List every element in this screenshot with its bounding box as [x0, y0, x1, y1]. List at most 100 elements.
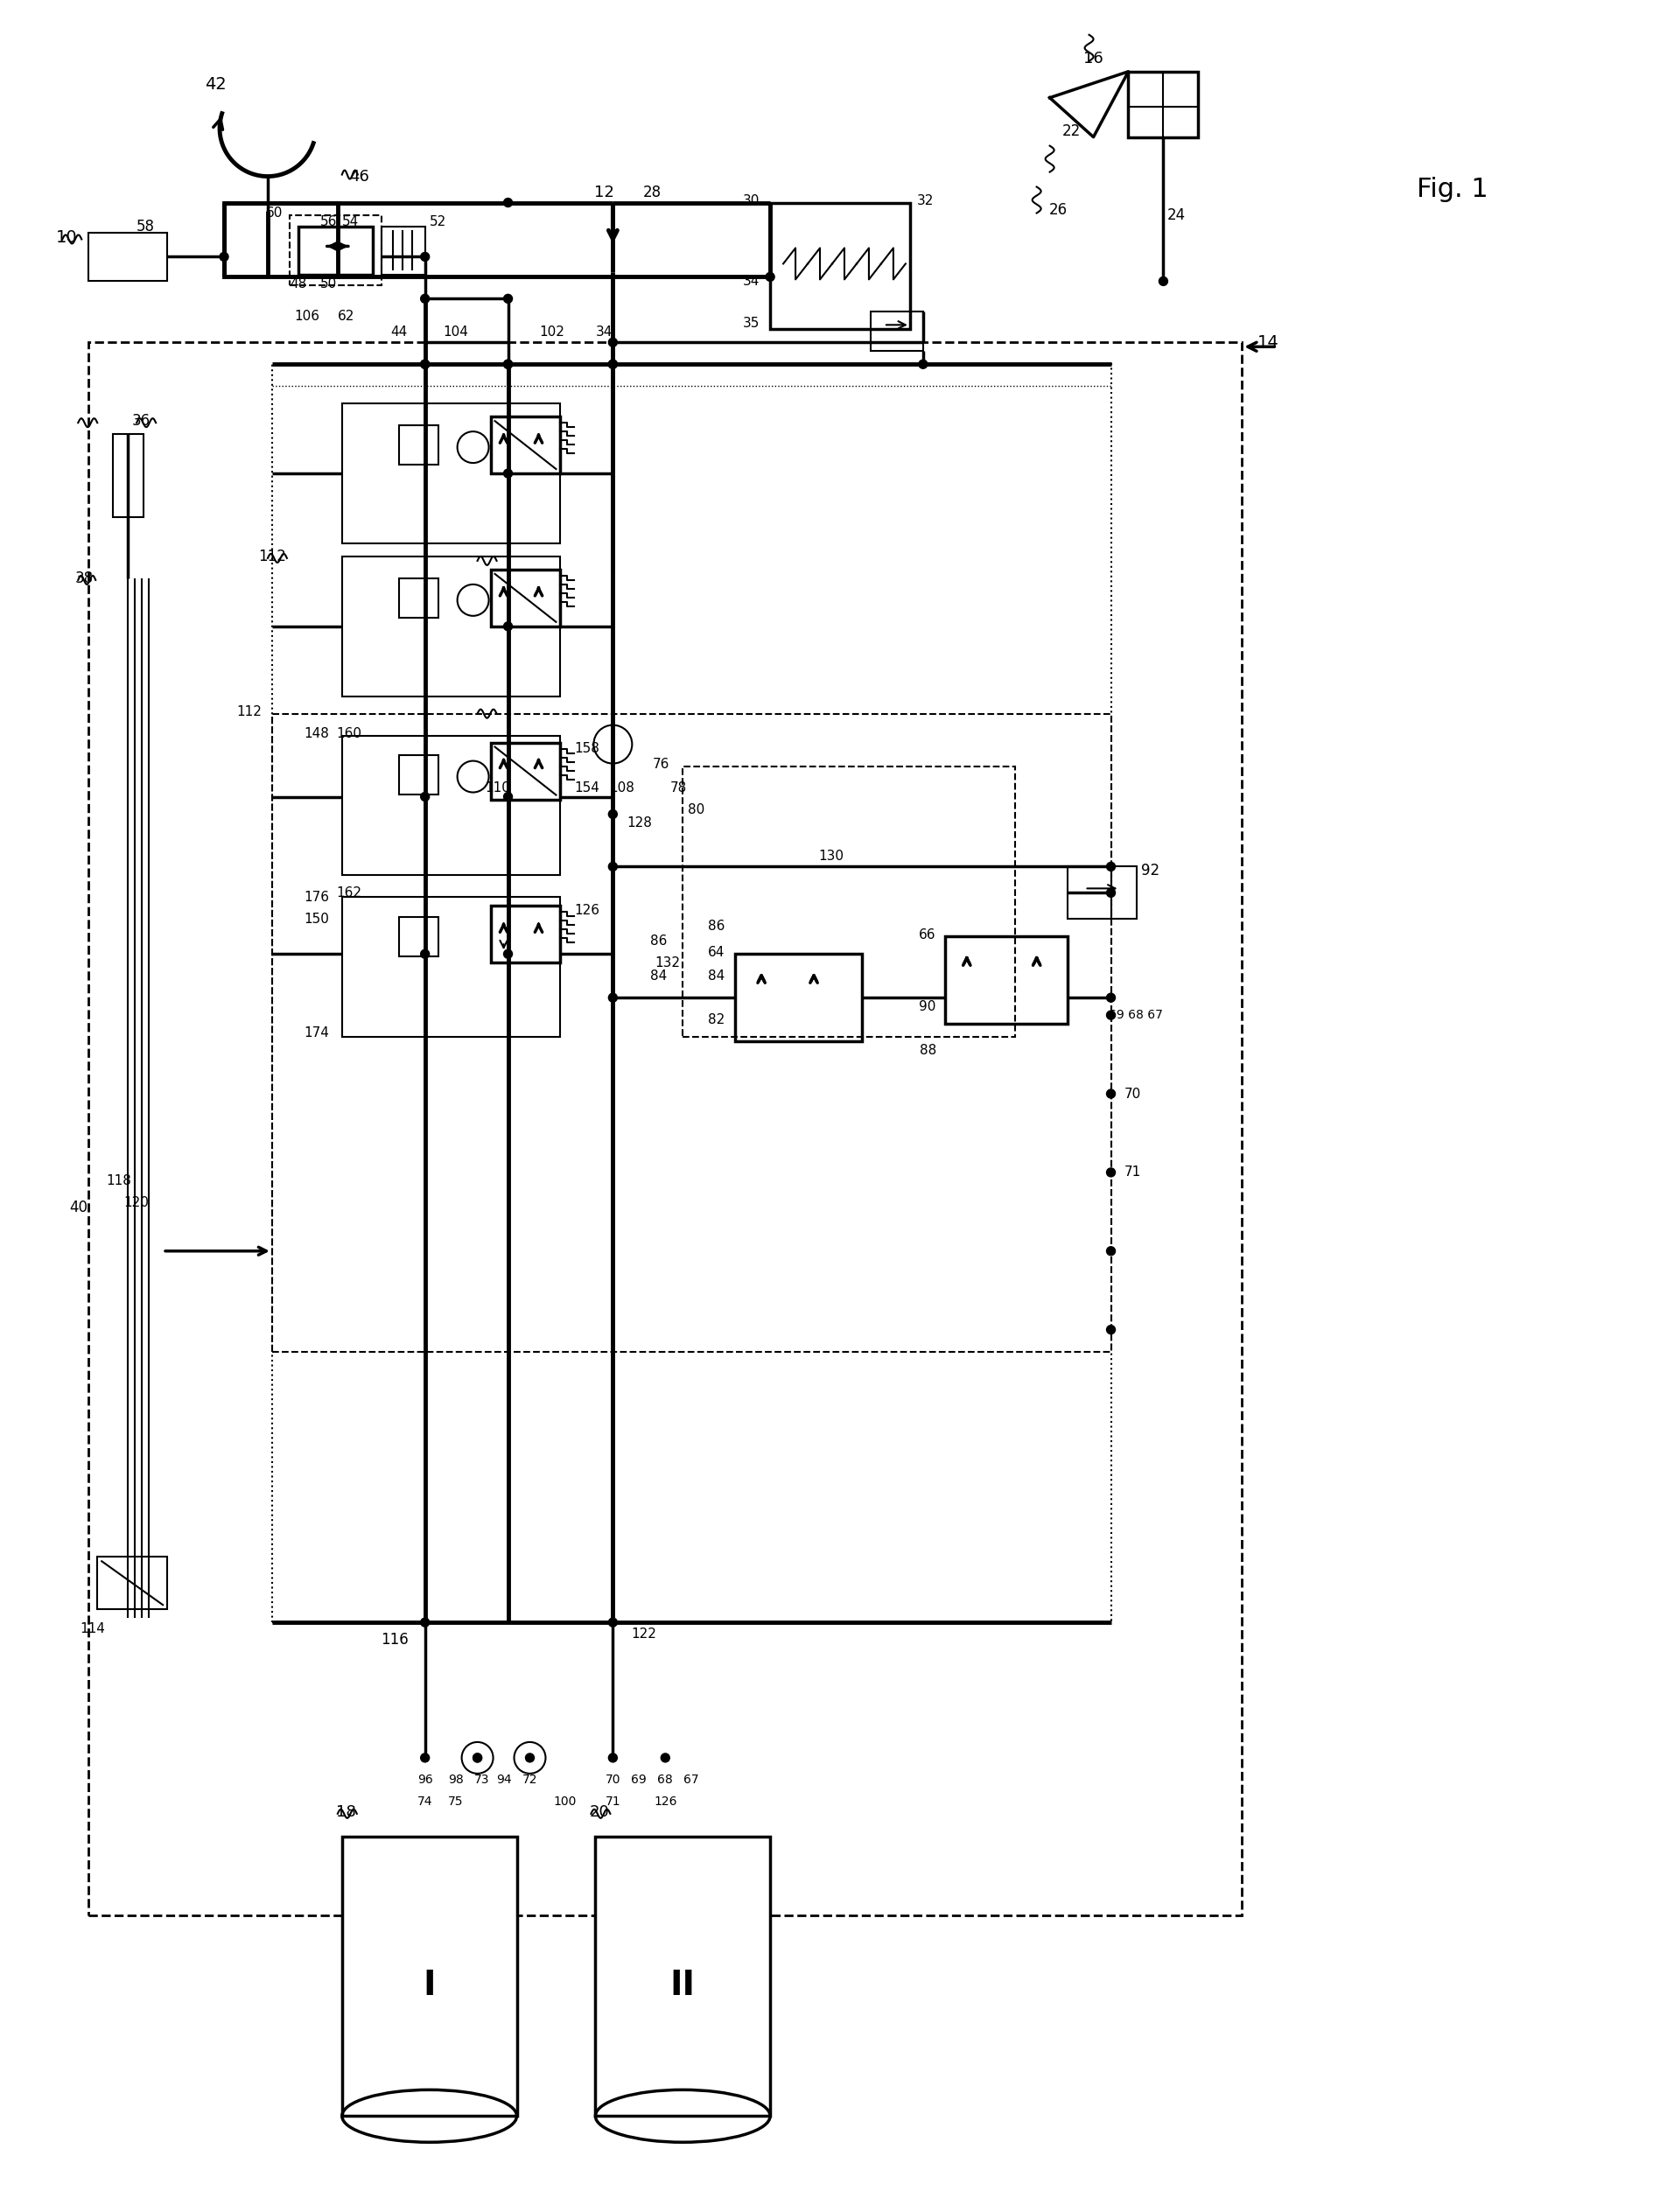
Text: 96: 96	[417, 1774, 433, 1785]
Text: 176: 176	[304, 891, 329, 905]
Circle shape	[473, 1754, 481, 1763]
Text: 118: 118	[106, 1175, 131, 1188]
Text: 88: 88	[920, 1044, 936, 1057]
Circle shape	[420, 1617, 430, 1626]
Bar	[342, 557, 561, 697]
Circle shape	[609, 1754, 618, 1763]
Text: 126: 126	[654, 1796, 677, 1807]
Text: 150: 150	[304, 914, 329, 925]
Text: 68: 68	[657, 1774, 672, 1785]
Text: 148: 148	[304, 728, 329, 741]
Circle shape	[1107, 863, 1116, 872]
Text: 126: 126	[574, 905, 599, 916]
Bar	[945, 936, 1067, 1024]
Circle shape	[609, 863, 618, 872]
Bar	[342, 898, 561, 1037]
Text: 158: 158	[574, 741, 599, 754]
Text: 120: 120	[124, 1197, 149, 1210]
Text: 62: 62	[339, 310, 355, 323]
Text: 104: 104	[443, 325, 468, 338]
Text: 67: 67	[684, 1774, 699, 1785]
Text: 66: 66	[920, 929, 936, 942]
Circle shape	[609, 810, 618, 818]
Text: 69: 69	[631, 1774, 647, 1785]
Text: 162: 162	[337, 887, 362, 900]
Circle shape	[1107, 1168, 1116, 1177]
Text: 70: 70	[606, 1774, 621, 1785]
Bar	[398, 577, 438, 617]
Circle shape	[1107, 1011, 1116, 1020]
Bar	[1129, 71, 1199, 137]
Text: 16: 16	[1084, 51, 1104, 66]
Text: 82: 82	[707, 1013, 725, 1026]
Bar	[98, 1557, 168, 1610]
Bar	[682, 765, 1014, 1037]
Text: 44: 44	[390, 325, 407, 338]
Text: 130: 130	[818, 849, 843, 863]
Text: 174: 174	[304, 1026, 329, 1040]
Circle shape	[609, 361, 618, 369]
Circle shape	[503, 792, 513, 801]
Circle shape	[765, 272, 775, 281]
Bar	[342, 1836, 516, 2117]
Circle shape	[503, 361, 513, 369]
Text: 18: 18	[337, 1805, 357, 1820]
Text: 154: 154	[574, 781, 599, 794]
Circle shape	[609, 1617, 618, 1626]
Text: 86: 86	[707, 920, 725, 933]
Circle shape	[1107, 1088, 1116, 1097]
Text: 78: 78	[671, 781, 687, 794]
Bar	[272, 714, 1111, 1352]
Text: I: I	[423, 1969, 435, 2002]
Text: 10: 10	[56, 230, 78, 246]
Circle shape	[609, 361, 618, 369]
Circle shape	[503, 199, 513, 208]
Circle shape	[503, 361, 513, 369]
Text: 36: 36	[131, 414, 151, 429]
Text: 40: 40	[70, 1199, 88, 1214]
Text: 34: 34	[742, 274, 760, 288]
Text: 128: 128	[626, 816, 652, 830]
Bar	[398, 918, 438, 956]
Text: 30: 30	[742, 195, 760, 208]
Text: II: II	[671, 1969, 696, 2002]
Bar	[382, 228, 425, 274]
Bar	[289, 217, 382, 285]
Text: 112: 112	[236, 706, 262, 719]
Bar	[224, 204, 337, 276]
Text: 71: 71	[1124, 1166, 1140, 1179]
Text: 52: 52	[430, 215, 447, 228]
Text: 112: 112	[259, 549, 286, 564]
Circle shape	[503, 949, 513, 958]
Circle shape	[473, 1754, 481, 1763]
Circle shape	[1107, 1248, 1116, 1256]
Text: 54: 54	[342, 215, 359, 228]
Text: 76: 76	[652, 759, 669, 772]
Text: 71: 71	[606, 1796, 621, 1807]
Circle shape	[661, 1754, 669, 1763]
Text: 28: 28	[642, 184, 661, 199]
Circle shape	[1107, 1325, 1116, 1334]
Text: 108: 108	[609, 781, 634, 794]
Bar	[88, 343, 1242, 1916]
Text: 160: 160	[337, 728, 362, 741]
Bar	[870, 312, 923, 352]
Text: 48: 48	[290, 276, 307, 290]
Text: 106: 106	[294, 310, 320, 323]
Text: 70: 70	[1124, 1088, 1140, 1099]
Bar	[272, 365, 1111, 1621]
Bar	[1067, 867, 1137, 918]
Circle shape	[420, 949, 430, 958]
Circle shape	[420, 294, 430, 303]
Text: 42: 42	[204, 75, 226, 93]
Text: 114: 114	[80, 1621, 106, 1635]
Text: 20: 20	[589, 1805, 609, 1820]
Text: 56: 56	[320, 215, 337, 228]
Text: 64: 64	[707, 947, 725, 958]
Circle shape	[609, 993, 618, 1002]
Circle shape	[526, 1754, 535, 1763]
Text: 92: 92	[1140, 863, 1159, 878]
Text: 84: 84	[707, 969, 725, 982]
Bar	[398, 754, 438, 794]
Text: 50: 50	[320, 276, 337, 290]
